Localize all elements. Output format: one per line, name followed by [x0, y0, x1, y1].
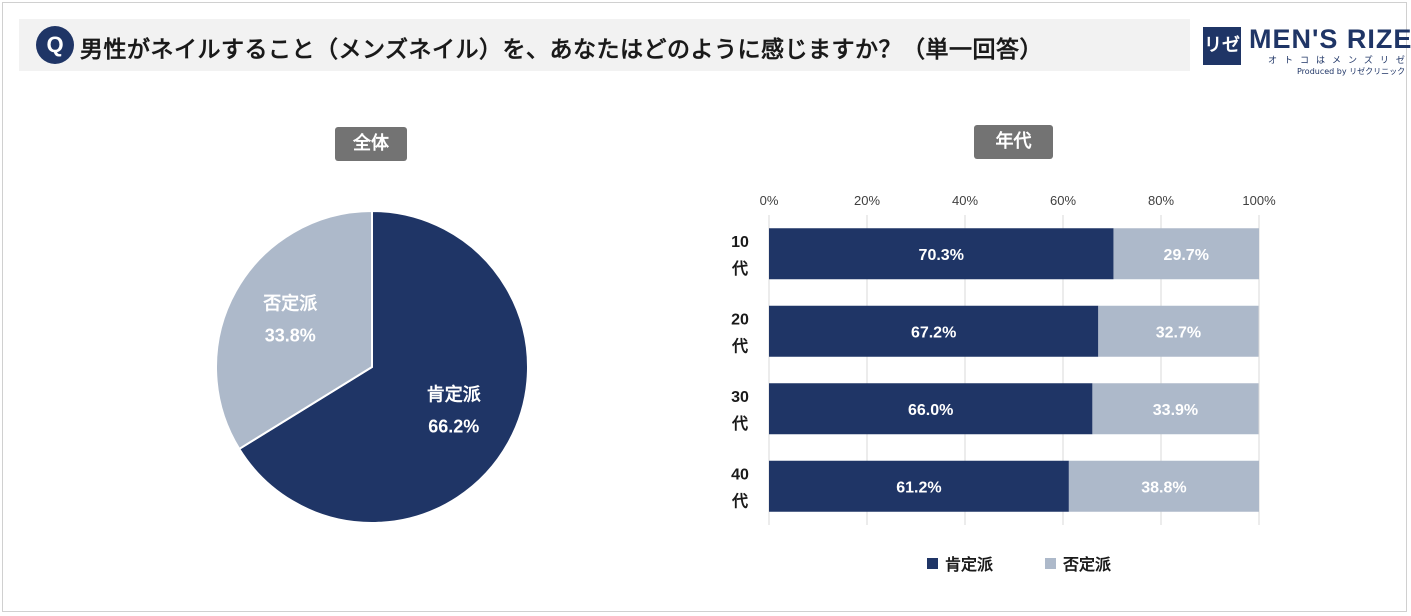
legend-swatch-positive: [927, 557, 938, 569]
x-tick-label: 80%: [1148, 193, 1174, 208]
question-badge: Q: [36, 26, 74, 64]
legend-label-positive: 肯定派: [945, 555, 994, 574]
overall-pie-chart: 肯定派 66.2% 否定派 33.8%: [215, 209, 529, 524]
category-label: 30: [731, 389, 749, 406]
bar-segment-positive: [769, 228, 1114, 280]
category-label-suffix: 代: [731, 414, 748, 433]
pie-value-positive: 66.2%: [428, 417, 479, 437]
bar-data-label: 33.9%: [1153, 402, 1198, 419]
category-label-suffix: 代: [731, 491, 748, 510]
bar-segment-positive: [769, 383, 1093, 435]
x-tick-label: 40%: [952, 193, 978, 208]
bar-segment-negative: [1113, 228, 1259, 280]
pie-slice-negative: [215, 209, 373, 451]
pie-label-positive: 肯定派: [427, 384, 482, 406]
bar-segment-positive: [769, 460, 1069, 512]
x-tick-label: 20%: [854, 193, 880, 208]
pie-label-negative: 否定派: [262, 292, 318, 314]
question-bar: [19, 19, 1190, 71]
pie-value-negative: 33.8%: [265, 325, 316, 345]
question-text: 男性がネイルすること（メンズネイル）を、あなたはどのように感じますか？（単一回答…: [80, 37, 1044, 63]
x-tick-label: 100%: [1242, 193, 1276, 208]
bar-data-label: 70.3%: [919, 247, 964, 264]
x-tick-label: 0%: [760, 193, 779, 208]
bar-section-title: 年代: [974, 125, 1053, 159]
pie-slice-positive: [237, 209, 529, 524]
bar-segment-positive: [769, 305, 1099, 357]
x-tick-label: 60%: [1050, 193, 1076, 208]
pie-section-title: 全体: [335, 127, 407, 161]
legend-label-negative: 否定派: [1063, 555, 1112, 574]
bar-segment-negative: [1098, 305, 1259, 357]
category-label: 20: [731, 311, 749, 328]
brand-logo-name: MEN'S RIZE: [1249, 24, 1411, 54]
bar-segment-negative: [1092, 383, 1259, 435]
bar-data-label: 38.8%: [1141, 479, 1186, 496]
legend-item-negative: 否定派: [1045, 551, 1111, 575]
legend-item-positive: 肯定派: [927, 551, 993, 575]
brand-logo-produced-by: Produced by リゼクリニック: [1297, 67, 1406, 76]
category-label: 40: [731, 466, 749, 483]
age-stacked-bar-chart: 0% 20% 40% 60% 80% 100% 70.3% 29.7% 10 代 67.2% 32.7…: [731, 193, 1276, 525]
bar-data-label: 29.7%: [1164, 247, 1209, 264]
brand-logo-tagline: オトコはメンズリゼ: [1268, 56, 1411, 66]
category-label-suffix: 代: [731, 259, 748, 278]
brand-logo-mark: リゼ: [1203, 27, 1241, 65]
bar-data-label: 32.7%: [1156, 324, 1201, 341]
legend-swatch-negative: [1045, 557, 1056, 569]
bar-data-label: 67.2%: [911, 324, 956, 341]
category-label-suffix: 代: [731, 336, 748, 355]
bar-data-label: 66.0%: [908, 402, 953, 419]
bar-segment-negative: [1068, 460, 1259, 512]
category-label: 10: [731, 234, 749, 251]
bar-data-label: 61.2%: [896, 479, 941, 496]
